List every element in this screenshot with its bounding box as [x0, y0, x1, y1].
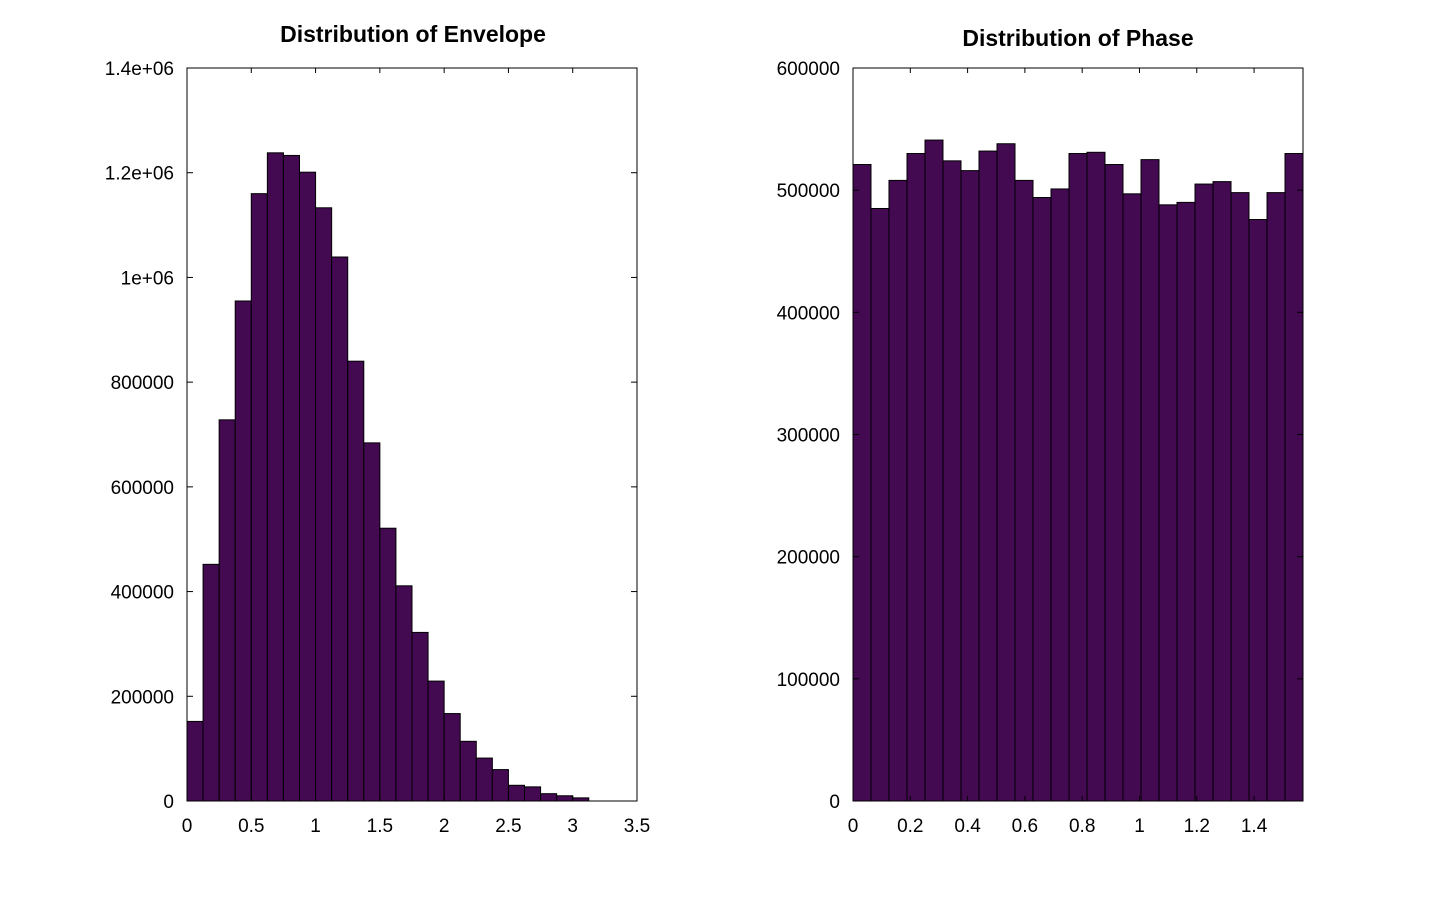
phase-x-tick-label: 0 — [848, 816, 859, 837]
envelope-bar — [379, 527, 397, 802]
phase-bar — [1140, 159, 1160, 802]
phase-bar — [1086, 151, 1106, 802]
envelope-x-tick-label: 0 — [182, 816, 193, 837]
phase-bar — [1014, 179, 1034, 802]
envelope-bar — [186, 720, 204, 802]
phase-y-tick-label: 500000 — [777, 181, 840, 202]
phase-chart-title: Distribution of Phase — [962, 25, 1193, 51]
phase-bar — [888, 179, 908, 802]
envelope-bar — [299, 171, 317, 802]
envelope-y-tick-label: 0 — [163, 792, 174, 813]
phase-x-tick-label: 0.2 — [897, 816, 923, 837]
phase-histogram-panel: Distribution of Phase 0 0.2 0.4 0.6 0.8 1 1.2 1… — [777, 25, 1304, 837]
envelope-bar — [556, 795, 574, 802]
phase-bar — [1068, 153, 1088, 802]
phase-bar — [1104, 164, 1124, 802]
envelope-bar — [411, 631, 429, 802]
phase-x-tick-label: 1.2 — [1184, 816, 1210, 837]
phase-bar — [960, 170, 980, 802]
envelope-bar — [427, 680, 445, 802]
phase-bar — [1284, 153, 1304, 802]
envelope-bar — [331, 256, 349, 802]
envelope-bar — [202, 563, 220, 802]
phase-bar — [906, 153, 926, 802]
phase-bar — [1194, 183, 1214, 802]
envelope-bar — [524, 786, 542, 802]
phase-y-tick-label: 600000 — [777, 59, 840, 80]
envelope-bar — [459, 740, 477, 802]
phase-bar — [852, 164, 872, 802]
phase-bar — [1158, 204, 1178, 802]
envelope-y-tick-label: 600000 — [111, 478, 174, 499]
envelope-bar — [282, 154, 300, 802]
envelope-y-tick-label: 400000 — [111, 583, 174, 604]
envelope-y-tick-label: 800000 — [111, 373, 174, 394]
envelope-x-tick-label: 3.5 — [624, 816, 650, 837]
phase-bar — [1050, 188, 1070, 802]
envelope-bar — [443, 713, 461, 802]
phase-bar — [978, 150, 998, 802]
envelope-bar — [218, 419, 236, 802]
phase-y-tick-label: 400000 — [777, 303, 840, 324]
envelope-x-tick-label: 2.5 — [495, 816, 521, 837]
phase-bar — [996, 143, 1016, 802]
phase-y-tick-label: 0 — [829, 792, 840, 813]
envelope-histogram-panel: Distribution of Envelope 0 0.5 1 1.5 2 2.5 3 3.… — [105, 21, 650, 837]
phase-bar — [870, 207, 890, 802]
envelope-x-tick-label: 0.5 — [238, 816, 264, 837]
phase-bar — [1176, 201, 1196, 802]
envelope-x-tick-label: 1.5 — [367, 816, 393, 837]
envelope-x-tick-label: 1 — [310, 816, 321, 837]
envelope-bar — [475, 757, 493, 802]
phase-bar — [1212, 181, 1232, 802]
phase-x-tick-label: 1.4 — [1241, 816, 1268, 837]
phase-bar — [1032, 196, 1052, 802]
phase-bar — [942, 160, 962, 802]
envelope-bar — [315, 207, 333, 802]
envelope-bar — [363, 442, 381, 802]
phase-x-tick-label: 0.8 — [1069, 816, 1095, 837]
envelope-y-tick-label: 1.2e+06 — [105, 164, 174, 185]
envelope-bar — [507, 784, 525, 802]
envelope-bar — [540, 793, 558, 802]
phase-bar — [1230, 192, 1250, 802]
envelope-y-tick-label: 200000 — [111, 687, 174, 708]
phase-y-tick-label: 200000 — [777, 548, 840, 569]
phase-y-tick-label: 100000 — [777, 670, 840, 691]
envelope-bar — [491, 769, 509, 802]
phase-bar — [1122, 193, 1142, 802]
phase-bar — [1266, 192, 1286, 802]
envelope-bar — [266, 152, 284, 802]
phase-y-tick-label: 300000 — [777, 426, 840, 447]
envelope-bar — [234, 300, 252, 802]
envelope-y-tick-label: 1e+06 — [121, 268, 174, 289]
envelope-bar — [250, 193, 268, 802]
envelope-bar — [347, 360, 365, 802]
envelope-x-tick-label: 2 — [439, 816, 450, 837]
phase-x-tick-label: 1 — [1134, 816, 1145, 837]
envelope-chart-title: Distribution of Envelope — [280, 21, 546, 47]
envelope-axes-box — [186, 67, 638, 802]
envelope-y-tick-label: 1.4e+06 — [105, 59, 174, 80]
phase-x-tick-label: 0.4 — [954, 816, 981, 837]
phase-bar — [924, 139, 944, 802]
phase-x-tick-label: 0.6 — [1012, 816, 1038, 837]
envelope-bar — [395, 585, 413, 802]
phase-bar — [1248, 218, 1268, 802]
envelope-x-tick-label: 3 — [567, 816, 578, 837]
